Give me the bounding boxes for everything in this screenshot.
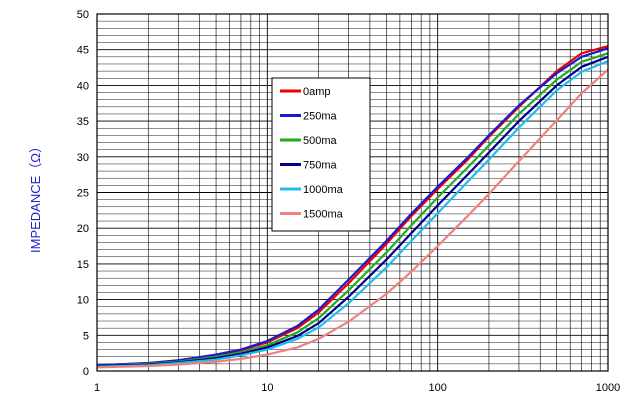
y-tick-label: 30 <box>77 152 89 164</box>
series-line-500ma <box>96 52 609 368</box>
legend-label-1000ma: 1000ma <box>303 184 344 196</box>
legend-label-500ma: 500ma <box>303 135 338 147</box>
y-tick-label: 0 <box>83 366 89 378</box>
plot-frame <box>96 13 609 372</box>
legend-label-250ma: 250ma <box>303 111 338 123</box>
y-tick-label: 15 <box>77 259 89 271</box>
y-tick-label: 20 <box>77 223 89 235</box>
series-line-1000ma <box>96 60 609 368</box>
y-tick-label: 10 <box>77 295 89 307</box>
series-lines <box>96 45 609 369</box>
x-tick-label: 10 <box>261 382 273 394</box>
x-tick-labels: 1 10 100 1000 <box>94 382 620 394</box>
legend-box <box>271 77 371 232</box>
y-tick-label: 40 <box>77 80 89 92</box>
y-tick-label: 50 <box>77 9 89 21</box>
y-tick-label: 35 <box>77 116 89 128</box>
legend: 0amp 250ma 500ma 750ma 1000ma 1500ma <box>271 77 371 232</box>
y-tick-labels: 0 5 10 15 20 25 30 35 40 45 50 <box>77 9 89 378</box>
y-axis-label: IMPEDANCE（Ω） <box>28 140 43 253</box>
legend-label-750ma: 750ma <box>303 160 338 172</box>
y-tick-label: 45 <box>77 45 89 57</box>
series-line-1500ma <box>96 68 609 369</box>
x-tick-label: 1 <box>94 382 100 394</box>
series-line-750ma <box>96 55 609 368</box>
y-tick-label: 25 <box>77 188 89 200</box>
y-tick-label: 5 <box>83 330 89 342</box>
legend-label-0amp: 0amp <box>303 86 331 98</box>
series-line-250ma <box>96 47 609 367</box>
legend-label-1500ma: 1500ma <box>303 209 344 221</box>
x-tick-label: 1000 <box>596 382 620 394</box>
x-tick-label: 100 <box>428 382 446 394</box>
